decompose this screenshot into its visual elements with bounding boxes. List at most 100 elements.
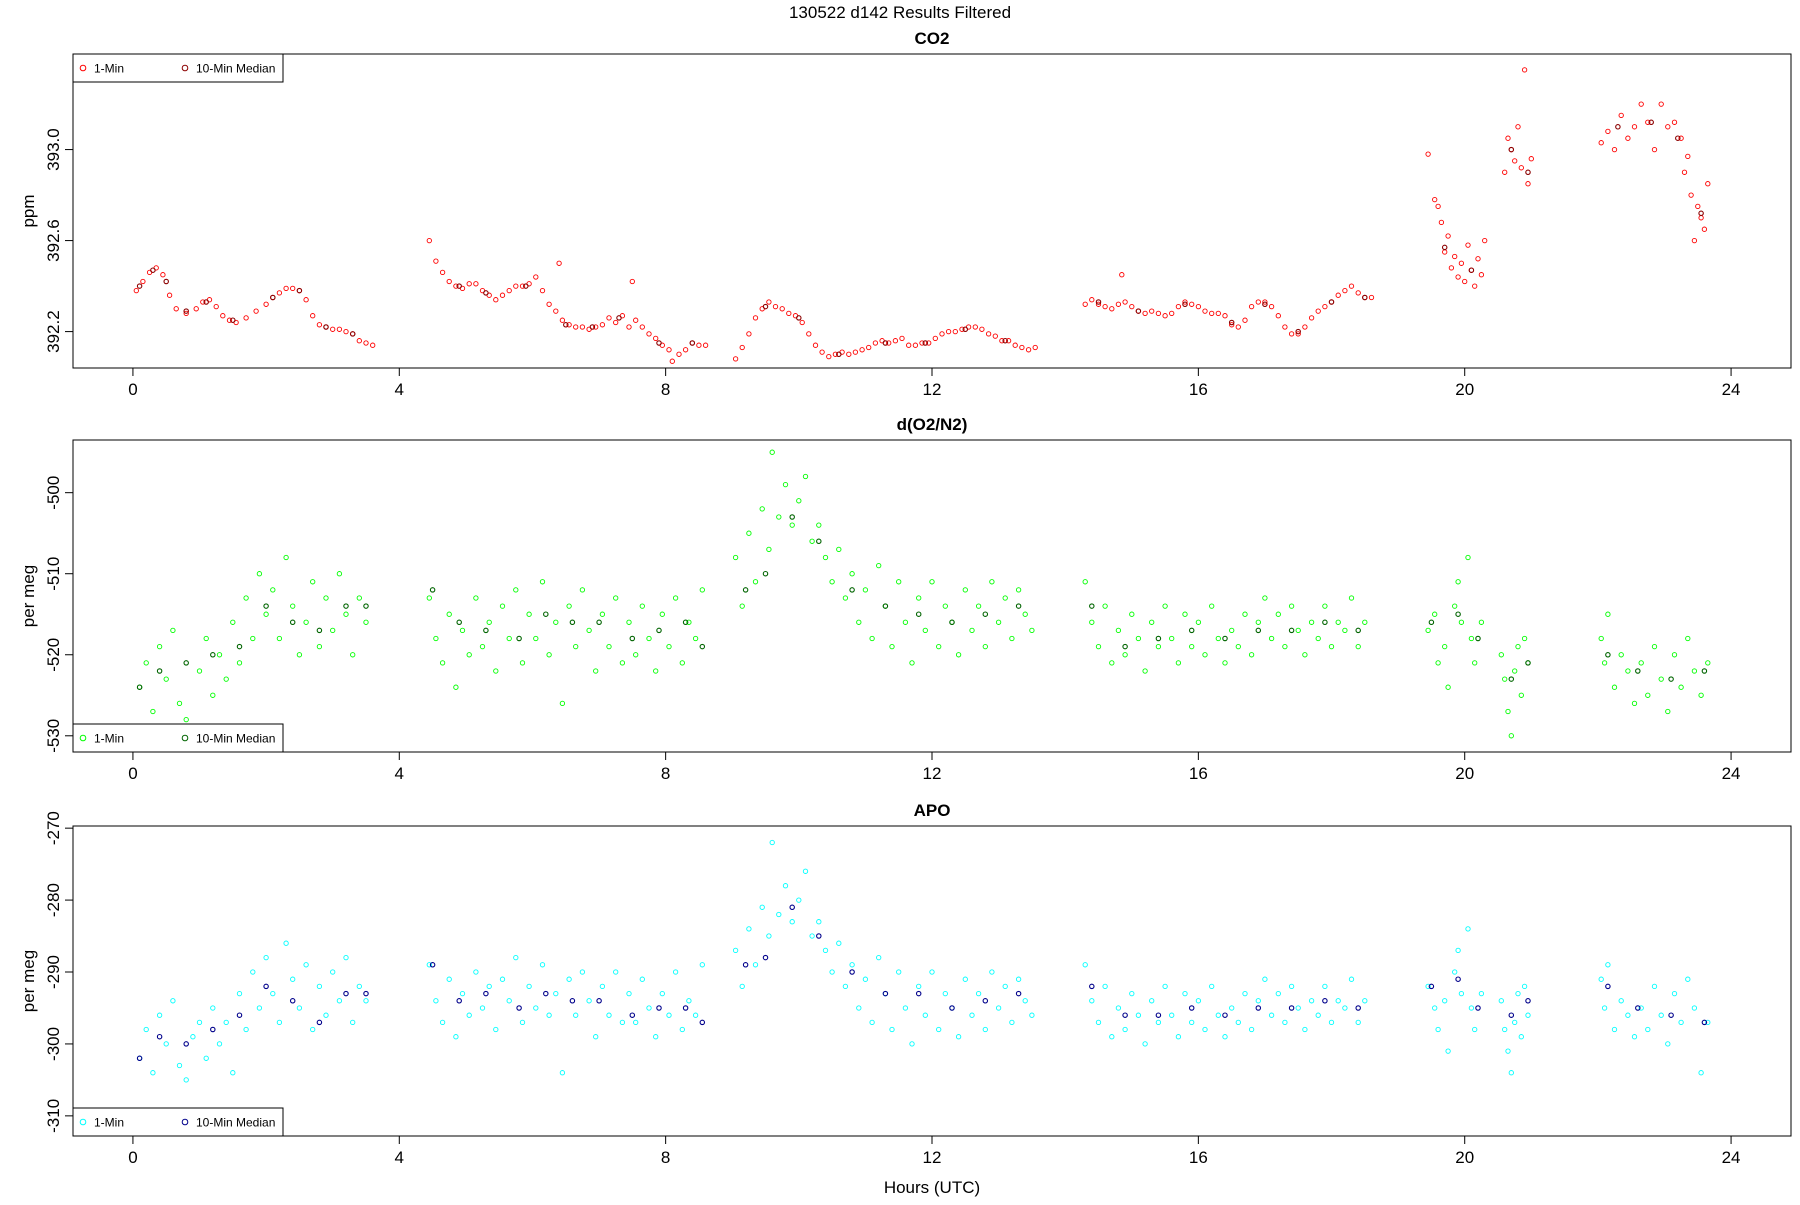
point-1min bbox=[1282, 643, 1288, 650]
point-1min bbox=[203, 1055, 209, 1061]
point-1min bbox=[1605, 128, 1611, 135]
point-1min bbox=[1685, 635, 1691, 642]
point-1min bbox=[539, 579, 546, 585]
point-1min bbox=[1665, 124, 1671, 130]
legend: 1-Min 10-Min Median bbox=[72, 53, 284, 83]
point-1min bbox=[1169, 310, 1175, 317]
point-1min bbox=[1009, 1019, 1015, 1026]
point-1min bbox=[216, 652, 223, 658]
point-1min bbox=[1618, 112, 1624, 119]
legend-label: 1-Min bbox=[94, 1116, 124, 1130]
point-1min bbox=[1705, 660, 1711, 666]
point-1min bbox=[526, 611, 532, 617]
point-1min bbox=[1455, 579, 1461, 585]
point-1min bbox=[892, 338, 899, 344]
legend-marker-median bbox=[181, 64, 189, 72]
point-1min bbox=[1438, 219, 1445, 226]
point-1min bbox=[546, 652, 552, 658]
point-1min bbox=[1115, 1005, 1122, 1011]
point-1min bbox=[363, 340, 369, 346]
y-tick-label: 392.6 bbox=[44, 219, 63, 262]
point-1min bbox=[190, 1034, 196, 1040]
point-1min bbox=[1478, 619, 1485, 625]
point-1min bbox=[1425, 983, 1431, 990]
point-1min bbox=[639, 976, 645, 982]
point-1min bbox=[1478, 990, 1485, 997]
point-1min bbox=[1222, 660, 1228, 666]
point-1min bbox=[493, 297, 499, 303]
point-1min bbox=[363, 998, 369, 1004]
point-1min bbox=[343, 954, 349, 961]
point-1min bbox=[283, 285, 289, 292]
point-1min bbox=[1268, 1012, 1275, 1018]
x-tick-label: 24 bbox=[1722, 380, 1741, 399]
point-1min bbox=[902, 1005, 909, 1011]
point-1min bbox=[1678, 135, 1684, 141]
x-tick-label: 24 bbox=[1722, 764, 1741, 783]
point-10min-median bbox=[343, 990, 349, 997]
point-1min bbox=[1452, 253, 1458, 260]
point-1min bbox=[1308, 315, 1315, 321]
legend-box bbox=[72, 723, 284, 753]
point-1min bbox=[1322, 603, 1328, 609]
point-10min-median bbox=[323, 324, 329, 330]
point-1min bbox=[789, 919, 795, 925]
x-tick-label: 20 bbox=[1455, 764, 1474, 783]
point-1min bbox=[799, 319, 805, 326]
point-1min bbox=[739, 344, 745, 351]
point-1min bbox=[1089, 619, 1095, 625]
point-1min bbox=[183, 1077, 189, 1083]
point-10min-median bbox=[1635, 668, 1641, 674]
x-tick-label: 0 bbox=[128, 1148, 137, 1167]
point-10min-median bbox=[1468, 267, 1475, 273]
point-1min bbox=[566, 976, 572, 982]
point-1min bbox=[446, 611, 452, 617]
y-tick-label: -290 bbox=[44, 955, 63, 989]
legend-box bbox=[72, 53, 284, 83]
point-10min-median bbox=[569, 998, 576, 1004]
point-1min bbox=[283, 940, 289, 946]
point-1min bbox=[1512, 158, 1518, 164]
point-1min bbox=[1362, 619, 1368, 625]
point-1min bbox=[1262, 976, 1268, 982]
point-1min bbox=[739, 603, 745, 609]
legend: 1-Min 10-Min Median bbox=[72, 1107, 284, 1137]
point-1min bbox=[646, 635, 652, 642]
point-1min bbox=[236, 990, 243, 997]
point-1min bbox=[672, 969, 679, 975]
point-10min-median bbox=[483, 627, 489, 634]
point-1min bbox=[862, 976, 869, 982]
point-1min bbox=[1445, 684, 1451, 690]
point-10min-median bbox=[882, 603, 889, 609]
point-1min bbox=[886, 340, 892, 346]
point-1min bbox=[579, 324, 586, 330]
point-1min bbox=[1625, 1012, 1631, 1018]
point-10min-median bbox=[263, 603, 269, 609]
point-1min bbox=[310, 313, 316, 319]
point-1min bbox=[1315, 1012, 1321, 1018]
point-1min bbox=[1498, 998, 1504, 1004]
point-1min bbox=[1502, 1026, 1508, 1033]
x-tick-label: 0 bbox=[128, 380, 137, 399]
point-10min-median bbox=[1428, 619, 1435, 626]
point-1min bbox=[350, 1019, 356, 1026]
point-10min-median bbox=[1288, 1005, 1295, 1011]
point-10min-median bbox=[1015, 990, 1022, 997]
point-1min bbox=[466, 1012, 472, 1018]
point-1min bbox=[1665, 1041, 1671, 1047]
panel-1: CO2 ppm 0 4 8 12 16 20 24 392.2 392.6 393.0 1-Min 10-… bbox=[19, 29, 1792, 399]
point-1min bbox=[926, 340, 932, 346]
point-1min bbox=[350, 652, 356, 658]
point-10min-median bbox=[1015, 603, 1022, 609]
point-1min bbox=[1638, 660, 1644, 666]
x-tick-label: 12 bbox=[923, 380, 942, 399]
point-1min bbox=[1671, 119, 1678, 125]
point-1min bbox=[1255, 998, 1261, 1004]
x-tick-label: 12 bbox=[923, 1148, 942, 1167]
point-10min-median bbox=[1262, 301, 1268, 308]
point-1min bbox=[1435, 1026, 1441, 1033]
point-1min bbox=[143, 660, 149, 666]
point-1min bbox=[876, 562, 882, 569]
point-10min-median bbox=[1002, 337, 1008, 344]
point-1min bbox=[1089, 297, 1095, 303]
